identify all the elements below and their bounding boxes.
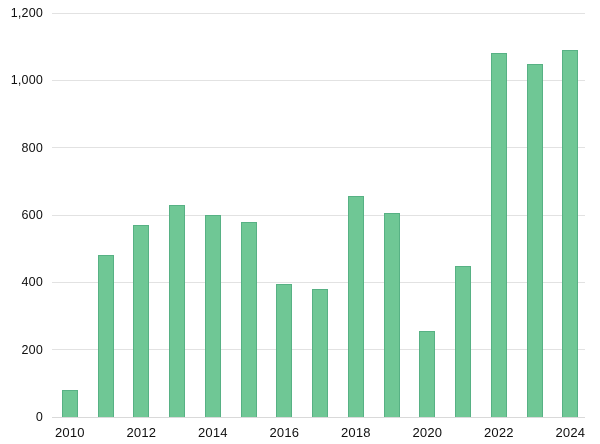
gridline [52,147,585,149]
x-axis-tick-label: 2012 [126,425,157,440]
gridline [52,281,585,283]
gridline [52,79,585,81]
bar-2013[interactable] [169,204,186,417]
bar-2016[interactable] [276,284,293,417]
x-axis-tick-label: 2024 [555,425,586,440]
bar-2019[interactable] [383,213,400,417]
x-axis-tick-label: 2018 [341,425,371,440]
gridline [52,12,585,14]
bar-2017[interactable] [312,289,329,417]
bar-2012[interactable] [133,225,150,417]
y-axis-tick-label: 200 [21,342,43,357]
bar-2010[interactable] [61,390,78,417]
y-axis-tick-label: 0 [35,410,43,424]
y-axis-tick-label: 400 [21,275,43,290]
bar-2020[interactable] [419,331,436,417]
bar-2024[interactable] [562,50,579,417]
bar-2015[interactable] [240,221,257,417]
bar-2022[interactable] [490,53,507,417]
x-axis-tick-label: 2010 [55,425,85,440]
bar-2023[interactable] [526,63,543,417]
gridline [52,214,585,216]
y-axis-tick-label: 600 [21,208,43,222]
x-axis-tick-label: 2016 [269,425,300,440]
bar-2011[interactable] [97,255,114,417]
y-axis-tick-label: 1,200 [10,6,43,20]
bar-2018[interactable] [347,196,364,417]
bar-2021[interactable] [455,265,472,417]
y-axis-tick-label: 1,000 [10,73,43,88]
y-axis-tick-label: 800 [21,140,43,155]
x-axis-tick-label: 2014 [198,425,228,440]
bar-2014[interactable] [204,215,221,417]
x-axis-tick-label: 2020 [412,425,443,440]
x-axis-tick-label: 2022 [484,425,514,440]
x-axis-baseline [52,416,585,418]
